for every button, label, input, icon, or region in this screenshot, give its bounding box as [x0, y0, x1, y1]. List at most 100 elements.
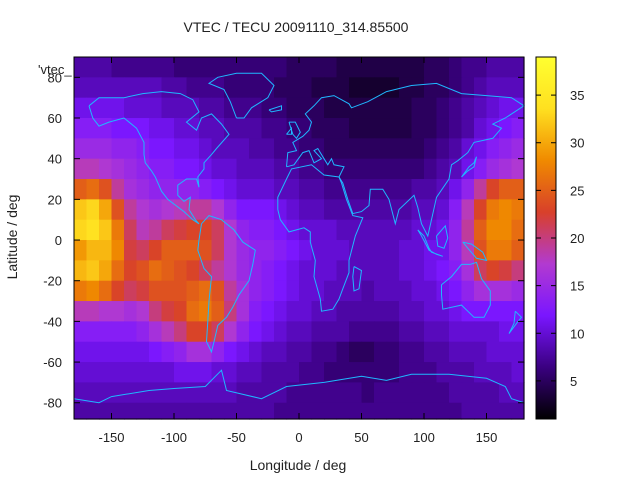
heatmap-cell — [99, 57, 113, 78]
heatmap-cell — [486, 280, 500, 302]
heatmap-cell — [99, 179, 113, 200]
heatmap-cell — [511, 260, 525, 282]
heatmap-cell — [386, 280, 400, 302]
heatmap-cell — [174, 382, 188, 404]
heatmap-cell — [161, 57, 175, 78]
y-axis-label: Latitude / deg — [4, 195, 20, 280]
y-tick-label: -20 — [43, 274, 62, 289]
heatmap-cell — [186, 219, 200, 241]
heatmap-cell — [161, 402, 175, 420]
heatmap-cell — [361, 158, 375, 180]
heatmap-cell — [336, 138, 350, 160]
heatmap-cell — [149, 280, 163, 302]
heatmap-cell — [161, 118, 175, 139]
heatmap-cell — [74, 301, 88, 322]
heatmap-cell — [274, 301, 288, 322]
heatmap-cell — [374, 382, 388, 404]
heatmap-cell — [399, 219, 413, 241]
heatmap-cell — [199, 77, 213, 99]
heatmap-cell — [336, 97, 350, 119]
heatmap-cell — [249, 199, 263, 221]
heatmap-cell — [111, 260, 125, 282]
heatmap-cell — [136, 138, 150, 160]
heatmap-cell — [286, 240, 300, 261]
heatmap-cell — [399, 260, 413, 282]
heatmap-cell — [249, 321, 263, 343]
heatmap-cell — [124, 301, 138, 322]
heatmap-cell — [374, 362, 388, 383]
vtec-map — [74, 57, 525, 420]
x-tick-label: 0 — [295, 430, 302, 445]
heatmap-cell — [511, 97, 525, 119]
heatmap-cell — [224, 321, 238, 343]
heatmap-cell — [161, 179, 175, 200]
heatmap-cell — [474, 158, 488, 180]
heatmap-cell — [86, 118, 100, 139]
heatmap-cell — [161, 199, 175, 221]
heatmap-cell — [149, 219, 163, 241]
heatmap-cell — [161, 301, 175, 322]
heatmap-cell — [511, 362, 525, 383]
heatmap-cell — [461, 118, 475, 139]
heatmap-cell — [249, 280, 263, 302]
heatmap-cell — [161, 321, 175, 343]
heatmap-cell — [249, 57, 263, 78]
heatmap-cell — [299, 158, 313, 180]
heatmap-cell — [311, 118, 325, 139]
heatmap-cell — [336, 362, 350, 383]
heatmap-cell — [274, 321, 288, 343]
heatmap-cell — [161, 77, 175, 99]
heatmap-cell — [174, 219, 188, 241]
heatmap-cell — [224, 138, 238, 160]
heatmap-cell — [261, 382, 275, 404]
heatmap-cell — [249, 118, 263, 139]
heatmap-cell — [499, 118, 513, 139]
heatmap-cell — [399, 240, 413, 261]
heatmap-cell — [486, 97, 500, 119]
heatmap-cell — [136, 118, 150, 139]
heatmap-cell — [74, 158, 88, 180]
heatmap-cell — [299, 280, 313, 302]
heatmap-cell — [74, 382, 88, 404]
heatmap-cell — [161, 138, 175, 160]
heatmap-cell — [274, 341, 288, 363]
heatmap-cell — [486, 199, 500, 221]
heatmap-cell — [149, 158, 163, 180]
heatmap-cell — [149, 118, 163, 139]
heatmap-cell — [411, 402, 425, 420]
heatmap-cell — [286, 301, 300, 322]
heatmap-cell — [236, 402, 250, 420]
heatmap-cell — [261, 402, 275, 420]
heatmap-cell — [286, 138, 300, 160]
heatmap-cell — [224, 382, 238, 404]
heatmap-cell — [486, 179, 500, 200]
coastline — [417, 229, 443, 257]
heatmap-cell — [424, 97, 438, 119]
heatmap-cell — [436, 301, 450, 322]
coastline — [207, 72, 275, 119]
heatmap-cell — [274, 158, 288, 180]
coastlines — [73, 72, 525, 404]
heatmap-cell — [149, 321, 163, 343]
heatmap-cell — [361, 341, 375, 363]
heatmap-cell — [499, 240, 513, 261]
x-tick-label: -150 — [98, 430, 124, 445]
heatmap-cell — [249, 362, 263, 383]
heatmap-cell — [224, 402, 238, 420]
heatmap-cell — [361, 382, 375, 404]
heatmap-cell — [174, 341, 188, 363]
heatmap-cell — [474, 57, 488, 78]
heatmap-cell — [499, 301, 513, 322]
heatmap-cell — [311, 382, 325, 404]
heatmap-cell — [174, 260, 188, 282]
heatmap-cell — [449, 382, 463, 404]
heatmap-cell — [374, 199, 388, 221]
heatmap-cell — [74, 341, 88, 363]
heatmap-cell — [349, 118, 363, 139]
heatmap-cell — [124, 240, 138, 261]
heatmap-cell — [186, 57, 200, 78]
coastline — [462, 241, 488, 262]
heatmap-cell — [99, 199, 113, 221]
heatmap-cell — [449, 219, 463, 241]
heatmap-cell — [474, 118, 488, 139]
